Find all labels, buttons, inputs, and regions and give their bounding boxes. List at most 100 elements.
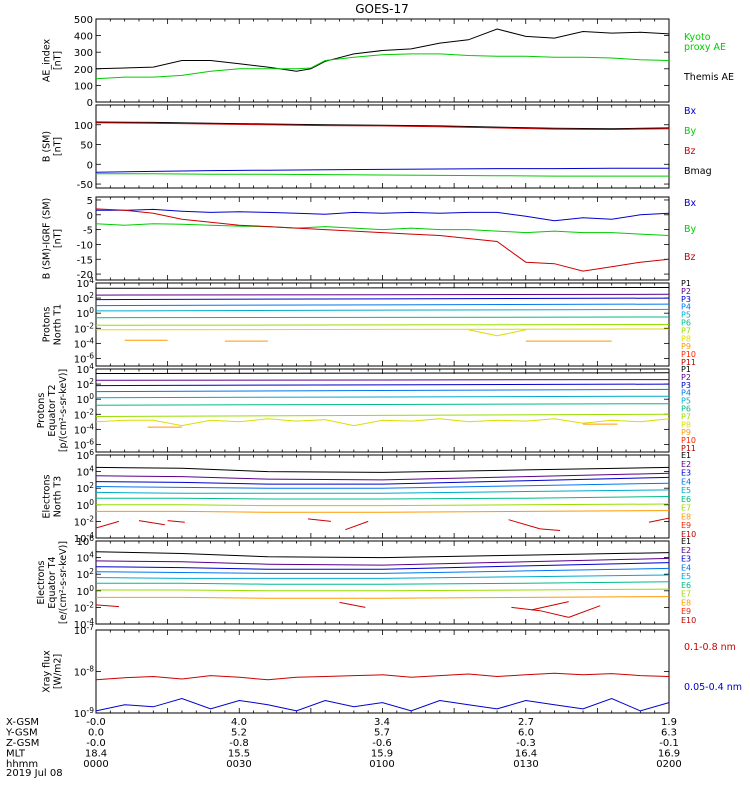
legend-entry: P8 bbox=[681, 334, 691, 343]
y-tick-label: 10-2 bbox=[74, 514, 94, 528]
y-tick-label: 102 bbox=[76, 481, 94, 495]
time-row-value: 0100 bbox=[369, 759, 394, 770]
legend-entry: E9 bbox=[681, 521, 691, 530]
time-row-value: 18.4 bbox=[85, 749, 107, 760]
legend-entry: P7 bbox=[681, 412, 691, 421]
legend-entry: P11 bbox=[681, 444, 696, 453]
y-tick-label: 10-6 bbox=[74, 437, 94, 451]
time-row-value: 15.9 bbox=[371, 749, 393, 760]
panel-frame bbox=[95, 196, 670, 281]
y-axis-label: [nT] bbox=[53, 51, 64, 70]
legend-entry: E5 bbox=[681, 572, 691, 581]
y-tick-label: 10-4 bbox=[74, 422, 94, 436]
series-line bbox=[96, 28, 669, 72]
y-tick-label: 10-4 bbox=[74, 336, 94, 350]
legend-entry: E7 bbox=[681, 504, 691, 513]
y-tick-label: 100 bbox=[76, 392, 94, 406]
legend-entry: E9 bbox=[681, 607, 691, 616]
panel-frame bbox=[95, 629, 670, 714]
y-axis-label: Equator T4 bbox=[47, 556, 58, 608]
legend-entry: P6 bbox=[681, 319, 691, 328]
legend-entry: Bz bbox=[684, 252, 696, 263]
time-row-value: 16.9 bbox=[658, 749, 680, 760]
y-tick-label: 100 bbox=[76, 306, 94, 320]
y-tick-label: 10-2 bbox=[74, 407, 94, 421]
series-line bbox=[96, 316, 669, 319]
y-tick-label: 10-4 bbox=[74, 531, 94, 545]
legend-entry: Bz bbox=[684, 146, 696, 157]
legend-entry: P9 bbox=[681, 428, 691, 437]
legend-entry: E2 bbox=[681, 546, 691, 555]
legend-entry: E1 bbox=[681, 537, 691, 546]
legend-entry: Kyoto bbox=[684, 32, 711, 43]
panel-xray: 10-7 10-8 10-9 Xray flux [W/m2] 0.1-0.8 nm 0.0… bbox=[42, 623, 742, 720]
y-axis-label: Protons bbox=[42, 307, 53, 343]
time-row-value: -0.0 bbox=[86, 717, 106, 728]
panel-frame bbox=[95, 368, 670, 453]
date-label: 2019 Jul 08 bbox=[6, 768, 63, 779]
y-axis-label: Equator T2 bbox=[47, 384, 58, 436]
series-line bbox=[96, 472, 669, 481]
series-line bbox=[96, 697, 669, 712]
legend-entry: P5 bbox=[681, 397, 691, 406]
panel-bsm: -50 0 50 100 B (SM) [nT] Bx By Bz Bmag bbox=[42, 104, 712, 191]
y-tick-label: 100 bbox=[74, 81, 93, 92]
series-line bbox=[96, 167, 669, 173]
legend-entry: P8 bbox=[681, 420, 691, 429]
y-tick-label: 104 bbox=[76, 551, 94, 565]
series-line bbox=[96, 489, 669, 494]
plot-area bbox=[96, 28, 669, 80]
series-line bbox=[96, 551, 669, 559]
y-tick-label: 200 bbox=[74, 65, 93, 76]
time-row-value: 16.4 bbox=[515, 749, 537, 760]
series-line bbox=[96, 672, 669, 681]
legend-entry: E2 bbox=[681, 460, 691, 469]
legend: Bx By Bz Bmag bbox=[684, 106, 712, 177]
legend: 0.1-0.8 nm 0.05-0.4 nm bbox=[684, 642, 742, 693]
y-tick-label: 10-7 bbox=[74, 623, 94, 637]
time-row-label: X-GSM bbox=[6, 717, 39, 728]
series-line bbox=[96, 395, 669, 399]
legend-entry: Themis AE bbox=[683, 72, 734, 83]
time-row-value: 4.0 bbox=[231, 717, 247, 728]
series-segment bbox=[167, 520, 185, 523]
plot-area bbox=[96, 208, 669, 272]
series-line bbox=[96, 567, 669, 574]
series-line bbox=[96, 328, 669, 331]
y-tick-label: 102 bbox=[76, 377, 94, 391]
plot-area bbox=[96, 551, 669, 618]
legend-entry: P3 bbox=[681, 295, 691, 304]
y-tick-label: 300 bbox=[74, 48, 93, 59]
series-line bbox=[96, 413, 669, 417]
series-segment bbox=[307, 518, 331, 522]
legend-entry: Bx bbox=[684, 198, 697, 209]
legend-entry: Bx bbox=[684, 106, 697, 117]
y-tick-label: -15 bbox=[77, 255, 93, 266]
series-line bbox=[96, 383, 669, 387]
y-tick-label: 102 bbox=[76, 567, 94, 581]
legend-entry: E10 bbox=[681, 616, 696, 625]
series-segment bbox=[96, 418, 669, 427]
series-segment bbox=[468, 329, 526, 337]
y-tick-label: -10 bbox=[77, 240, 93, 251]
legend-entry: E3 bbox=[681, 555, 691, 564]
series-segment bbox=[531, 601, 569, 611]
y-tick-label: 104 bbox=[76, 465, 94, 479]
time-row-value: 0130 bbox=[513, 759, 538, 770]
y-axis-label: North T1 bbox=[53, 304, 64, 345]
series-line bbox=[96, 482, 669, 489]
y-axis-label: [p/(cm²-s-sr-keV)] bbox=[58, 369, 69, 452]
y-axis-label: B (SM) bbox=[42, 131, 53, 162]
time-row-label: hhmm bbox=[6, 759, 38, 770]
series-segment bbox=[96, 520, 120, 529]
legend-entry: E10 bbox=[681, 530, 696, 539]
y-axis-label: [e/(cm²-s-sr-keV)] bbox=[58, 541, 69, 624]
